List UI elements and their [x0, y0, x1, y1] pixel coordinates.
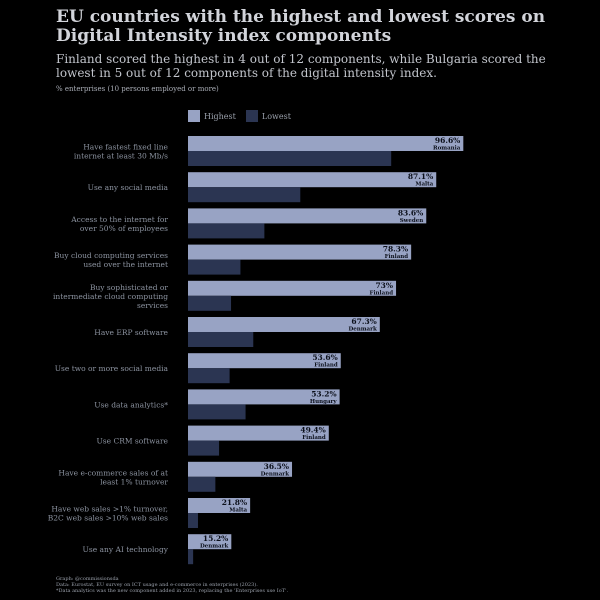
- value-label: 73%: [375, 281, 393, 290]
- category-label: Buy cloud computing services used over th…: [54, 251, 168, 269]
- bar-highest: [188, 389, 340, 405]
- country-label: Denmark: [200, 544, 229, 550]
- legend-label-highest: Highest: [204, 111, 236, 121]
- bar-lowest: [188, 151, 392, 166]
- footer-graph-credit: Graph: @commissionsda: [56, 576, 119, 582]
- category-label: Use two or more social media: [55, 364, 169, 373]
- bar-lowest: [188, 404, 246, 420]
- footer-data-source: Data: Eurostat, EU survey on ICT usage a…: [56, 582, 258, 588]
- bar-highest: [188, 280, 397, 296]
- country-label: Denmark: [348, 327, 377, 333]
- bar-highest: [188, 353, 341, 369]
- bar-lowest: [188, 187, 301, 203]
- value-label: 36.5%: [264, 462, 289, 471]
- category-label: Have e-commerce sales of at least 1% turn…: [58, 468, 168, 486]
- chart-title: EU countries with the highest and lowest…: [56, 7, 546, 46]
- category-label: Have ERP software: [94, 328, 168, 337]
- category-label: Use any social media: [88, 183, 169, 192]
- value-label: 15.2%: [203, 534, 228, 543]
- legend-swatch-lowest: [245, 110, 258, 122]
- footer-note: *Data analytics was the new component ad…: [56, 588, 289, 594]
- value-label: 53.2%: [311, 389, 336, 398]
- country-label: Finland: [370, 290, 394, 296]
- country-label: Finland: [385, 254, 409, 260]
- category-label: Have fastest fixed line internet at least…: [74, 143, 169, 161]
- value-label: 49.4%: [300, 426, 325, 435]
- category-label: Have web sales >1% turnover, B2C web sale…: [48, 505, 168, 523]
- legend-label-lowest: Lowest: [261, 111, 291, 121]
- value-label: 96.6%: [435, 136, 460, 145]
- legend: Highest Lowest: [188, 110, 291, 122]
- country-label: Finland: [314, 363, 338, 369]
- chart-subtitle: Finland scored the highest in 4 out of 1…: [56, 52, 546, 80]
- legend-item-lowest: Lowest: [245, 110, 291, 122]
- bar-highest: [188, 425, 329, 441]
- value-label: 78.3%: [383, 245, 408, 254]
- value-label: 53.6%: [312, 353, 337, 362]
- bar-highest: [188, 136, 464, 151]
- country-label: Sweden: [400, 218, 424, 224]
- value-label: 21.8%: [222, 498, 247, 507]
- category-label: Buy sophisticated or intermediate cloud c…: [53, 283, 168, 310]
- bar-highest: [188, 534, 232, 550]
- bar-lowest: [188, 476, 216, 492]
- category-label: Use CRM software: [96, 437, 168, 446]
- category-label: Use any AI technology: [83, 545, 169, 554]
- category-label: Use data analytics*: [94, 400, 168, 409]
- country-label: Hungary: [310, 399, 338, 405]
- country-label: Malta: [415, 182, 433, 188]
- country-label: Finland: [302, 435, 326, 441]
- bar-lowest: [188, 223, 265, 239]
- unit-note: % enterprises (10 persons employed or mo…: [56, 85, 219, 93]
- bar-highest: [188, 244, 412, 260]
- category-label: Access to the internet for over 50% of em…: [70, 215, 168, 233]
- legend-swatch-highest: [188, 110, 200, 122]
- bar-highest: [188, 208, 427, 224]
- bar-lowest: [188, 332, 254, 347]
- bar-highest: [188, 498, 251, 513]
- bar-lowest: [188, 513, 198, 528]
- country-label: Romania: [433, 146, 461, 152]
- value-label: 67.3%: [351, 317, 376, 326]
- country-label: Malta: [229, 508, 247, 514]
- bar-lowest: [188, 549, 194, 565]
- bar-highest: [188, 317, 380, 332]
- bar-lowest: [188, 440, 220, 456]
- footer: Graph: @commissionsda Data: Eurostat, EU…: [56, 576, 288, 594]
- bar-lowest: [188, 259, 241, 275]
- value-label: 83.6%: [398, 208, 423, 217]
- bar-lowest: [188, 295, 232, 311]
- bar-lowest: [188, 368, 230, 384]
- value-label: 87.1%: [408, 172, 433, 181]
- country-label: Denmark: [261, 471, 290, 477]
- bar-highest: [188, 461, 293, 477]
- bar-highest: [188, 172, 437, 188]
- legend-item-highest: Highest: [188, 110, 236, 122]
